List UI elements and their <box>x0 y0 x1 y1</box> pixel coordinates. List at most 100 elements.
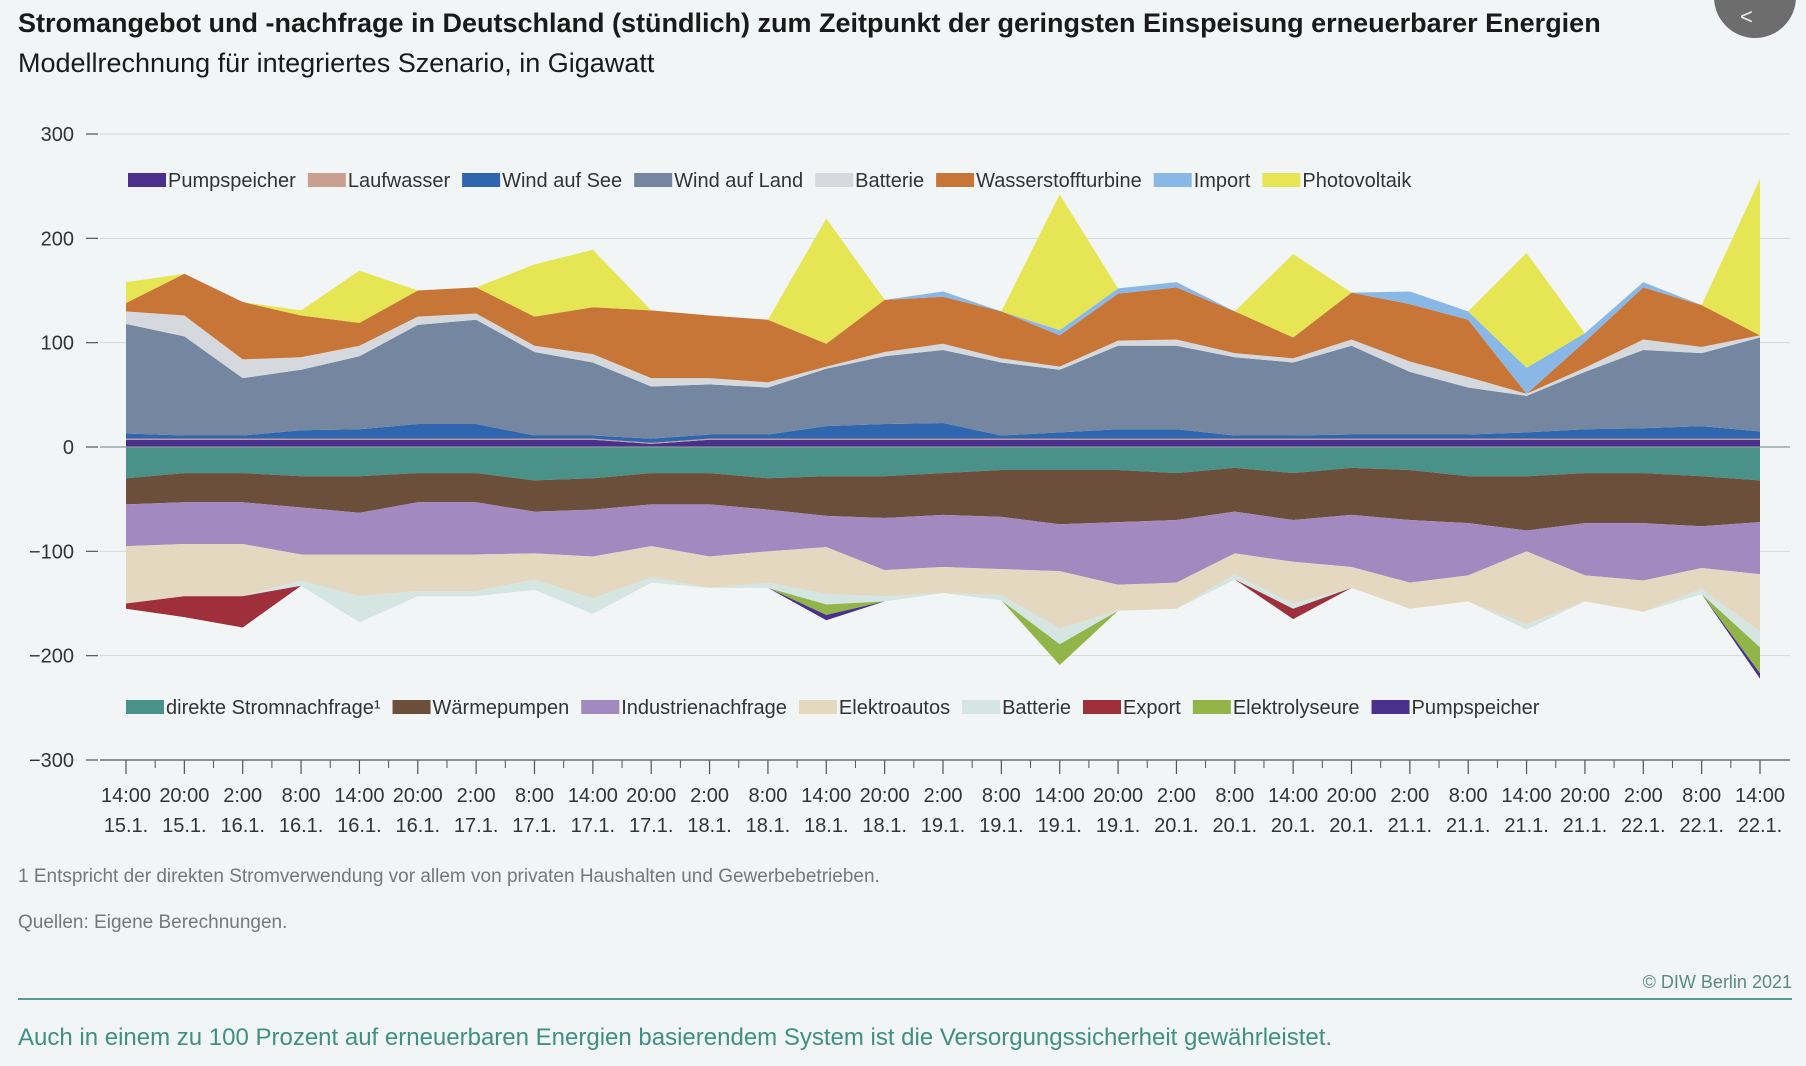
x-tick-label-time: 8:00 <box>515 785 554 807</box>
legend-swatch <box>634 173 673 187</box>
legend-label: Batterie <box>855 170 924 192</box>
legend-swatch <box>936 173 975 187</box>
x-tick-label-time: 8:00 <box>1682 785 1721 807</box>
x-tick-label-time: 14:00 <box>1735 785 1785 807</box>
legend-label: Wasserstoffturbine <box>976 170 1142 192</box>
sources-note: Quellen: Eigene Berechnungen. <box>18 912 288 933</box>
x-tick-label-date: 22.1. <box>1738 815 1782 837</box>
x-tick-label-date: 19.1. <box>921 815 965 837</box>
y-axis: −300 −200 −100 0 100 200 300 <box>29 124 98 772</box>
x-tick-label-time: 14:00 <box>568 785 618 807</box>
legend-label: Wärmepumpen <box>433 697 570 719</box>
x-tick-label-time: 20:00 <box>860 785 910 807</box>
area-direkte-stromnachfrage- <box>126 447 1760 481</box>
x-tick-label-time: 8:00 <box>748 785 787 807</box>
footnote: 1 Entspricht der direkten Stromverwendun… <box>18 866 880 887</box>
legend-supply: Pumpspeicher Laufwasser Wind auf See Wind a… <box>128 170 1412 192</box>
x-tick-label-date: 21.1. <box>1446 815 1490 837</box>
legend-swatch <box>392 700 431 714</box>
x-tick-label-time: 14:00 <box>1502 785 1552 807</box>
x-tick-label-date: 19.1. <box>1096 815 1140 837</box>
x-tick-label-time: 2:00 <box>1624 785 1663 807</box>
y-tick-label: 0 <box>63 437 74 459</box>
y-tick-label: 300 <box>41 124 74 146</box>
legend-swatch <box>462 173 501 187</box>
legend-label: Pumpspeicher <box>168 170 296 192</box>
x-tick-label-date: 17.1. <box>629 815 673 837</box>
x-tick-label-date: 18.1. <box>804 815 848 837</box>
x-tick-label-time: 2:00 <box>457 785 496 807</box>
x-tick-label-time: 20:00 <box>1093 785 1143 807</box>
y-tick-label: −100 <box>29 541 74 563</box>
x-tick-label-time: 20:00 <box>159 785 209 807</box>
x-tick-label-date: 20.1. <box>1154 815 1198 837</box>
legend-swatch <box>128 173 166 187</box>
x-tick-label-date: 20.1. <box>1329 815 1373 837</box>
x-tick-label-time: 14:00 <box>101 785 151 807</box>
x-tick-label-time: 8:00 <box>1215 785 1254 807</box>
caption: Auch in einem zu 100 Prozent auf erneuer… <box>18 1024 1333 1051</box>
x-tick-label-time: 2:00 <box>223 785 262 807</box>
legend-swatch <box>581 700 620 714</box>
x-tick-label-date: 17.1. <box>512 815 556 837</box>
area-wind-auf-land <box>126 319 1760 439</box>
x-tick-label-date: 18.1. <box>687 815 731 837</box>
x-tick-label-date: 15.1. <box>162 815 206 837</box>
x-tick-label-time: 2:00 <box>690 785 729 807</box>
x-tick-label-date: 19.1. <box>1037 815 1081 837</box>
x-tick-label-date: 16.1. <box>396 815 440 837</box>
x-tick-label-time: 8:00 <box>1449 785 1488 807</box>
legend-label: Photovoltaik <box>1302 170 1412 192</box>
x-tick-label-date: 17.1. <box>454 815 498 837</box>
legend-swatch <box>126 700 164 714</box>
legend-swatch <box>798 700 837 714</box>
x-tick-label-time: 2:00 <box>924 785 963 807</box>
x-tick-label-date: 21.1. <box>1388 815 1432 837</box>
legend-swatch <box>962 700 1001 714</box>
legend-swatch <box>1371 700 1410 714</box>
legend-demand: direkte Stromnachfrage¹ Wärmepumpen Indust… <box>126 697 1540 719</box>
x-tick-label-time: 14:00 <box>1268 785 1318 807</box>
y-tick-label: 100 <box>41 333 74 355</box>
area-elektroautos <box>126 544 1760 632</box>
divider <box>18 998 1792 1000</box>
legend-label: Elektrolyseure <box>1233 697 1360 719</box>
legend-label: Wind auf See <box>502 170 622 192</box>
x-tick-label-date: 21.1. <box>1563 815 1607 837</box>
x-tick-label-time: 20:00 <box>1560 785 1610 807</box>
x-tick-label-date: 22.1. <box>1679 815 1723 837</box>
x-tick-label-time: 8:00 <box>982 785 1021 807</box>
x-tick-label-date: 18.1. <box>746 815 790 837</box>
x-tick-label-time: 14:00 <box>334 785 384 807</box>
x-tick-label-date: 20.1. <box>1213 815 1257 837</box>
legend-label: Pumpspeicher <box>1412 697 1540 719</box>
share-button[interactable]: < <box>1714 0 1796 38</box>
legend-label: Import <box>1194 170 1251 192</box>
area-laufwasser <box>126 438 1760 444</box>
x-tick-label-date: 16.1. <box>337 815 381 837</box>
x-tick-label-date: 19.1. <box>979 815 1023 837</box>
x-tick-label-date: 17.1. <box>571 815 615 837</box>
legend-swatch <box>1153 173 1192 187</box>
x-tick-label-date: 18.1. <box>862 815 906 837</box>
area-wind-auf-see <box>126 423 1760 443</box>
area-pumpspeicher <box>126 439 1760 447</box>
legend-label: direkte Stromnachfrage¹ <box>166 697 381 719</box>
y-tick-label: −200 <box>29 646 74 668</box>
x-tick-label-time: 20:00 <box>393 785 443 807</box>
legend-swatch <box>1083 700 1122 714</box>
share-icon: < <box>1740 4 1753 29</box>
legend-label: Batterie <box>1002 697 1071 719</box>
x-tick-label-date: 21.1. <box>1504 815 1548 837</box>
x-tick-label-date: 15.1. <box>104 815 148 837</box>
chart-title: Stromangebot und -nachfrage in Deutschla… <box>18 8 1601 38</box>
y-tick-label: 200 <box>41 228 74 250</box>
x-tick-label-time: 20:00 <box>626 785 676 807</box>
legend-label: Laufwasser <box>348 170 451 192</box>
demand-areas <box>126 447 1760 679</box>
stacked-area-chart: −300 −200 −100 0 100 200 300 14:00 15.1. 20:00 15… <box>29 124 1790 837</box>
legend-label: Industrienachfrage <box>621 697 787 719</box>
x-tick-label-date: 16.1. <box>220 815 264 837</box>
area-wärmepumpen <box>126 467 1760 531</box>
supply-areas <box>126 178 1760 447</box>
